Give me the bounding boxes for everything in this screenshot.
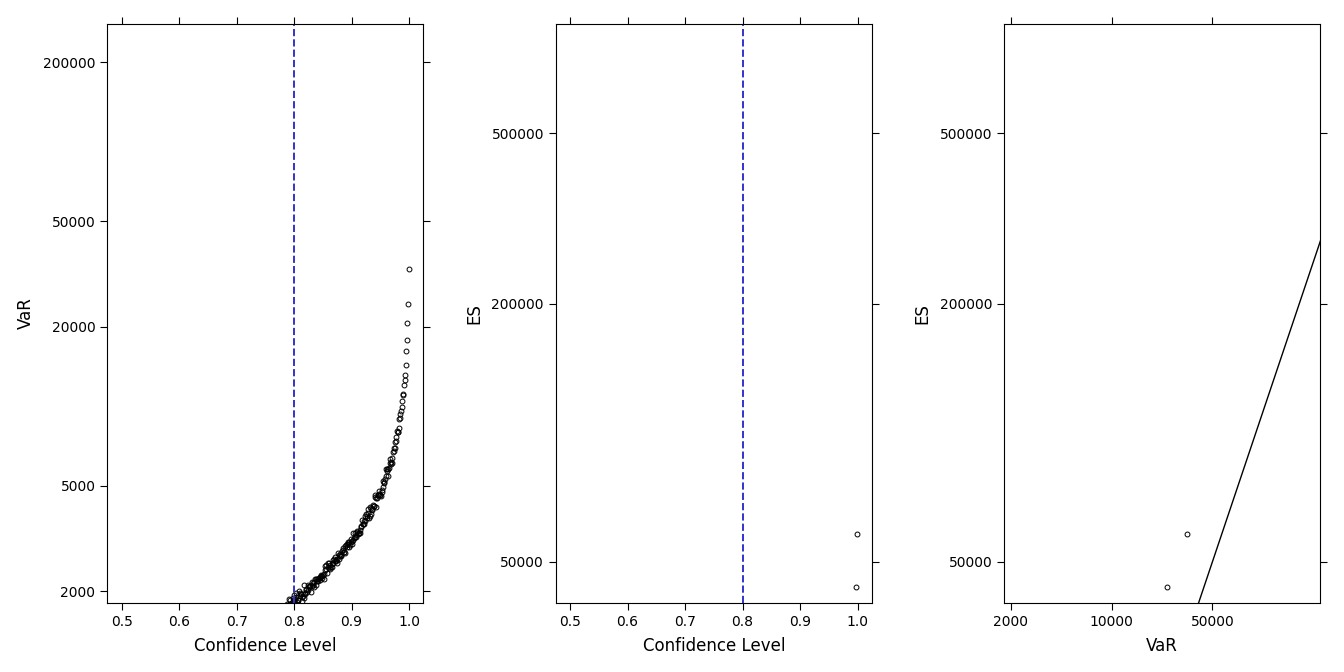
Y-axis label: ES: ES xyxy=(465,303,482,324)
Y-axis label: VaR: VaR xyxy=(16,298,35,329)
X-axis label: Confidence Level: Confidence Level xyxy=(194,637,336,655)
X-axis label: VaR: VaR xyxy=(1146,637,1179,655)
X-axis label: Confidence Level: Confidence Level xyxy=(642,637,785,655)
Y-axis label: ES: ES xyxy=(914,303,931,324)
